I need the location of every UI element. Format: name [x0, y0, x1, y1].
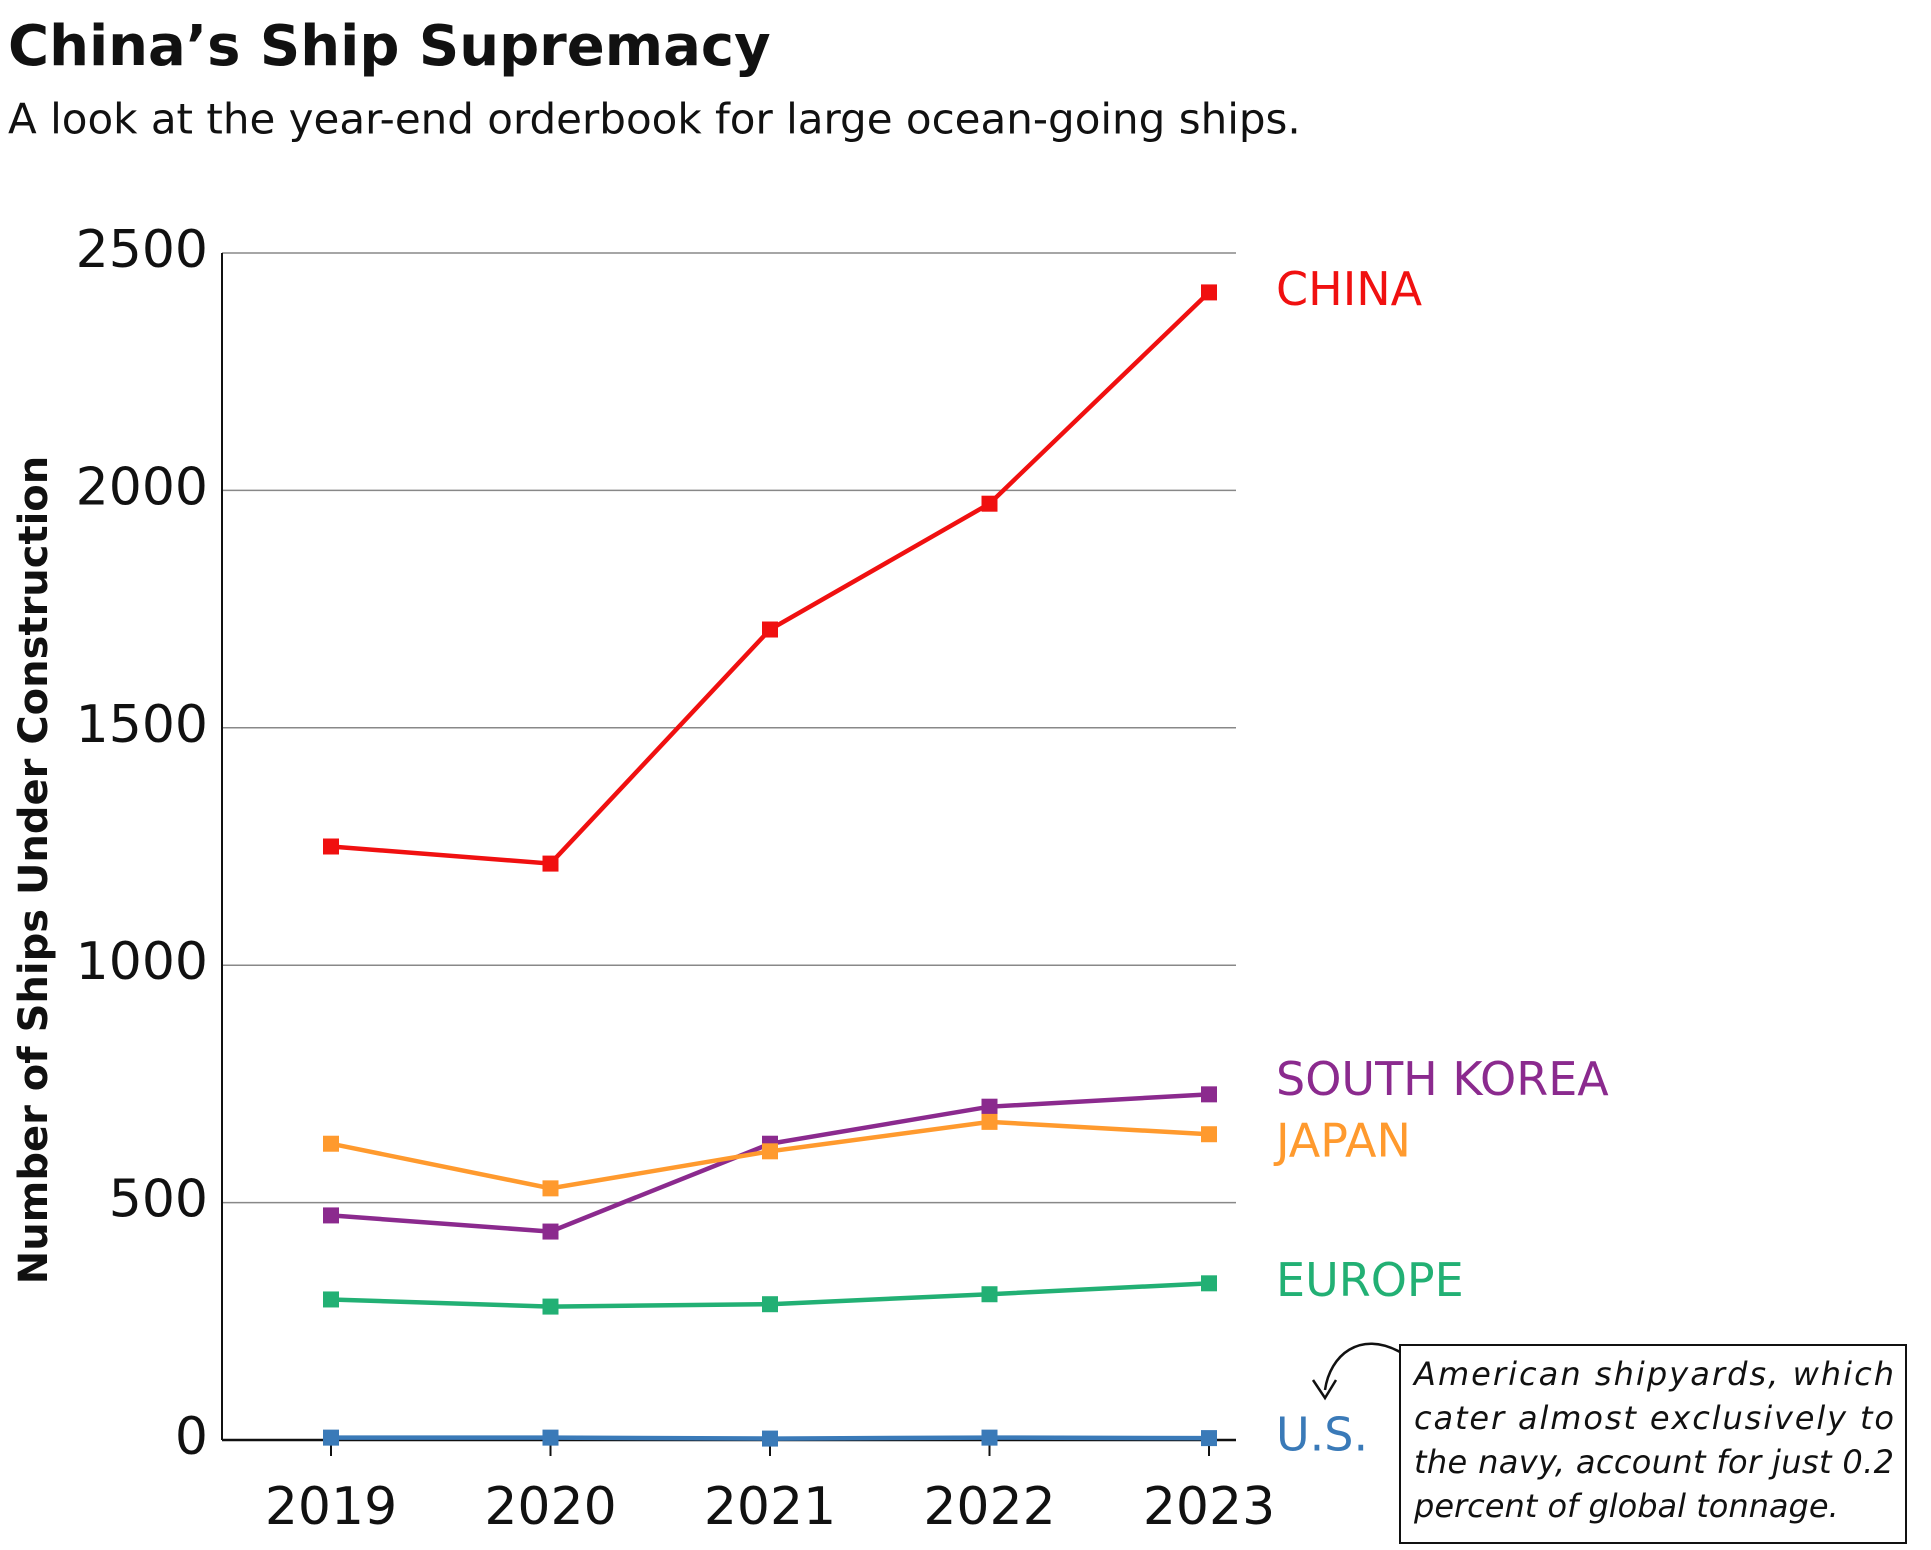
- point-marker: [323, 1135, 339, 1152]
- point-marker: [981, 495, 998, 512]
- annotation-text: the navy, account for just 0.2: [1414, 1443, 1894, 1481]
- annotation-arrowhead: [1311, 1379, 1338, 1401]
- annotation-text: cater almost exclusively to: [1414, 1399, 1894, 1437]
- point-marker: [762, 621, 778, 638]
- point-marker: [323, 1291, 339, 1308]
- point-marker: [1201, 1126, 1217, 1143]
- x-tick-label: 2021: [704, 1477, 836, 1537]
- point-marker: [981, 1098, 998, 1115]
- annotation-text: American shipyards, which: [1412, 1355, 1894, 1393]
- annotation-box: [1399, 1344, 1907, 1544]
- annotation-text: percent of global tonnage.: [1413, 1487, 1839, 1525]
- y-tick-label: 2500: [76, 220, 208, 280]
- x-tick-label: 2022: [923, 1477, 1055, 1537]
- point-marker: [1201, 1086, 1217, 1103]
- series-label: EUROPE: [1276, 1253, 1464, 1307]
- point-marker: [981, 1286, 998, 1303]
- x-tick-label: 2020: [484, 1477, 616, 1537]
- chart-title: China’s Ship Supremacy: [8, 14, 771, 79]
- point-marker: [1201, 1275, 1217, 1292]
- y-tick-label: 1500: [76, 695, 208, 755]
- point-marker: [323, 1207, 339, 1224]
- x-tick-label: 2019: [265, 1477, 397, 1537]
- x-tick-label: 2023: [1143, 1477, 1275, 1537]
- y-tick-label: 2000: [76, 457, 208, 517]
- point-marker: [542, 1429, 559, 1446]
- point-marker: [542, 855, 559, 872]
- y-tick-label: 1000: [76, 932, 208, 992]
- y-tick-label: 0: [175, 1407, 208, 1467]
- point-marker: [542, 1223, 559, 1240]
- y-tick-label: 500: [109, 1170, 208, 1230]
- point-marker: [1201, 284, 1217, 301]
- point-marker: [762, 1296, 778, 1313]
- series-label: JAPAN: [1273, 1114, 1411, 1168]
- series-label: CHINA: [1276, 262, 1423, 316]
- point-marker: [762, 1143, 778, 1160]
- annotation-arrow: [1323, 1342, 1401, 1391]
- point-marker: [981, 1113, 998, 1130]
- point-marker: [981, 1429, 998, 1446]
- y-axis-label: Number of Ships Under Construction: [11, 456, 57, 1285]
- series-label: SOUTH KOREA: [1276, 1052, 1609, 1106]
- series-label: U.S.: [1276, 1408, 1368, 1462]
- point-marker: [323, 838, 339, 855]
- series-line: [330, 290, 1211, 866]
- point-marker: [1201, 1430, 1217, 1447]
- point-marker: [542, 1180, 559, 1197]
- series-line: [330, 1092, 1210, 1234]
- chart-subtitle: A look at the year-end orderbook for lar…: [8, 95, 1301, 144]
- point-marker: [762, 1430, 778, 1447]
- point-marker: [542, 1298, 559, 1315]
- point-marker: [323, 1429, 339, 1446]
